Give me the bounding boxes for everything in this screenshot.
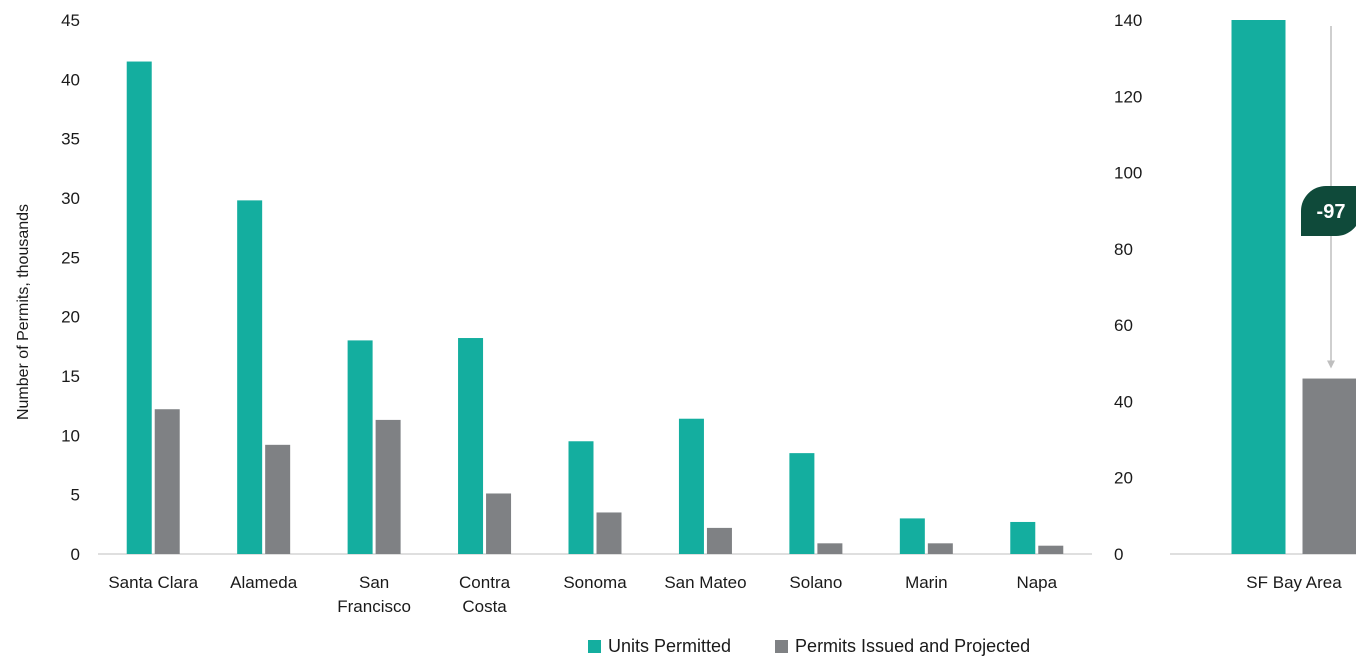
right-y-tick-label: 60 <box>1114 316 1133 335</box>
left-y-tick-label: 15 <box>61 367 80 386</box>
category-label-line: Solano <box>789 573 842 592</box>
bar-units-permitted-bay-area <box>1231 20 1286 554</box>
legend-label-permits: Permits Issued and Projected <box>795 636 1031 656</box>
legend: Units Permitted Permits Issued and Proje… <box>588 636 1074 657</box>
left-y-tick-label: 0 <box>71 545 80 564</box>
bar-permits-issued <box>596 512 622 554</box>
category-label: Napa <box>1016 573 1057 592</box>
bar-units-permitted <box>237 200 263 554</box>
county-category-labels: Santa Clara Alameda San Francisco Contra Cost… <box>108 573 1057 616</box>
category-label: San Francisco <box>337 573 411 616</box>
category-label-line: San Mateo <box>664 573 746 592</box>
left-y-tick-label: 10 <box>61 426 80 445</box>
right-y-tick-label: 100 <box>1114 164 1142 183</box>
difference-badge-text: -97 <box>1317 201 1346 223</box>
right-y-tick-label: 80 <box>1114 240 1133 259</box>
bar-units-permitted <box>789 453 815 554</box>
category-label-line: Alameda <box>230 573 298 592</box>
category-label: Marin <box>905 573 948 592</box>
left-y-tick-label: 30 <box>61 189 80 208</box>
legend-item-units: Units Permitted <box>588 636 731 657</box>
category-label-line: Napa <box>1016 573 1057 592</box>
category-label: San Mateo <box>664 573 746 592</box>
bay-area-category-labels: SF Bay Area <box>1246 573 1342 592</box>
bar-permits-issued <box>706 527 732 554</box>
left-y-tick-label: 25 <box>61 248 80 267</box>
category-label-line: Costa <box>462 597 507 616</box>
category-label: Alameda <box>230 573 298 592</box>
bar-permits-issued <box>817 543 843 554</box>
left-y-axis-ticks: 0 5 10 15 20 25 30 35 40 45 <box>61 11 80 564</box>
bar-units-permitted <box>126 61 152 555</box>
legend-label-units: Units Permitted <box>608 636 732 656</box>
left-y-tick-label: 45 <box>61 11 80 30</box>
right-y-tick-label: 0 <box>1114 545 1123 564</box>
legend-swatch-permits <box>775 640 789 653</box>
category-label: Solano <box>789 573 842 592</box>
category-label: Santa Clara <box>108 573 198 592</box>
category-label-line: Contra <box>459 573 511 592</box>
bar-units-permitted <box>678 418 704 554</box>
bar-permits-issued <box>927 543 953 554</box>
difference-arrow-head <box>1327 360 1335 369</box>
difference-badge <box>1301 186 1356 236</box>
bar-units-permitted <box>458 338 484 554</box>
bar-permits-issued <box>265 444 291 554</box>
bar-units-permitted <box>1010 521 1036 554</box>
category-label: Sonoma <box>563 573 627 592</box>
bar-permits-issued <box>154 409 180 554</box>
county-bars <box>126 61 1064 555</box>
y-axis-label: Number of Permits, thousands <box>15 204 32 420</box>
right-y-tick-label: 20 <box>1114 469 1133 488</box>
right-y-tick-label: 40 <box>1114 392 1133 411</box>
bar-permits-issued-bay-area <box>1302 378 1356 554</box>
category-label: SF Bay Area <box>1246 573 1342 592</box>
left-y-tick-label: 5 <box>71 486 80 505</box>
legend-item-permits: Permits Issued and Projected <box>775 636 1030 657</box>
bay-area-bars <box>1231 20 1356 554</box>
bar-chart: 0 5 10 15 20 25 30 35 40 45 0 20 40 60 80 100 120 140 Nu… <box>15 11 1356 616</box>
bar-permits-issued <box>375 419 401 554</box>
category-label-line: Santa Clara <box>108 573 198 592</box>
legend-swatch-units <box>588 640 601 653</box>
category-label-line: Francisco <box>337 597 411 616</box>
left-y-tick-label: 20 <box>61 308 80 327</box>
right-y-tick-label: 120 <box>1114 87 1142 106</box>
difference-annotation: -97 <box>1301 26 1356 369</box>
right-y-tick-label: 140 <box>1114 11 1142 30</box>
category-label-line: Sonoma <box>563 573 627 592</box>
category-label: Contra Costa <box>459 573 511 616</box>
right-y-axis-ticks: 0 20 40 60 80 100 120 140 <box>1114 11 1142 564</box>
bar-units-permitted <box>347 340 373 554</box>
bar-units-permitted <box>899 518 925 554</box>
category-label-line: Marin <box>905 573 948 592</box>
category-label-line: San <box>359 573 389 592</box>
bar-permits-issued <box>486 493 512 554</box>
bar-units-permitted <box>568 441 594 554</box>
bar-permits-issued <box>1038 545 1064 554</box>
left-y-tick-label: 40 <box>61 70 80 89</box>
left-y-tick-label: 35 <box>61 130 80 149</box>
